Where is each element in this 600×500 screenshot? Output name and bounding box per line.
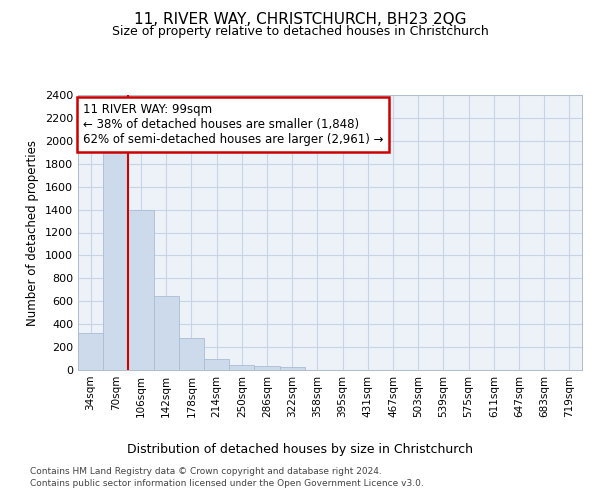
Text: Contains public sector information licensed under the Open Government Licence v3: Contains public sector information licen… <box>30 479 424 488</box>
Bar <box>254 366 280 370</box>
Text: 11 RIVER WAY: 99sqm
← 38% of detached houses are smaller (1,848)
62% of semi-det: 11 RIVER WAY: 99sqm ← 38% of detached ho… <box>83 104 383 146</box>
Bar <box>280 367 305 370</box>
Bar <box>229 365 254 370</box>
Text: Contains HM Land Registry data © Crown copyright and database right 2024.: Contains HM Land Registry data © Crown c… <box>30 468 382 476</box>
Text: Distribution of detached houses by size in Christchurch: Distribution of detached houses by size … <box>127 442 473 456</box>
Y-axis label: Number of detached properties: Number of detached properties <box>26 140 40 326</box>
Bar <box>204 358 229 370</box>
Bar <box>103 143 128 370</box>
Bar <box>154 296 179 370</box>
Bar <box>78 334 103 370</box>
Text: Size of property relative to detached houses in Christchurch: Size of property relative to detached ho… <box>112 25 488 38</box>
Text: 11, RIVER WAY, CHRISTCHURCH, BH23 2QG: 11, RIVER WAY, CHRISTCHURCH, BH23 2QG <box>134 12 466 28</box>
Bar <box>128 210 154 370</box>
Bar <box>179 338 204 370</box>
